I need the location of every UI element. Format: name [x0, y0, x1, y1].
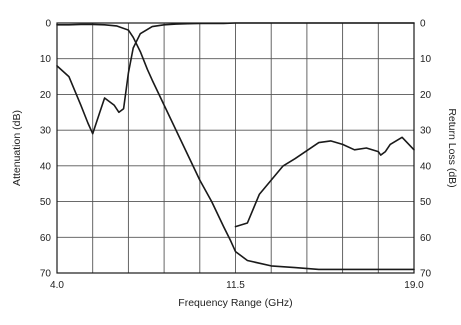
y-tick-label-left: 40	[40, 161, 52, 172]
y-tick-label-left: 20	[40, 90, 52, 101]
y-tick-label-right: 70	[420, 269, 432, 280]
x-tick-label: 19.0	[404, 280, 424, 291]
y-tick-label-right: 20	[420, 90, 432, 101]
y-axis-label-right: Return Loss (dB)	[446, 108, 458, 187]
series-line-3	[234, 136, 415, 228]
y-tick-label-left: 50	[40, 197, 52, 208]
y-tick-label-right: 10	[420, 54, 432, 65]
y-tick-label-left: 10	[40, 54, 52, 65]
y-tick-label-left: 30	[40, 126, 52, 137]
y-tick-label-left: 60	[40, 233, 52, 244]
x-tick-label: 11.5	[226, 280, 245, 291]
y-tick-label-right: 50	[420, 197, 432, 208]
y-tick-label-right: 60	[420, 233, 432, 244]
x-axis-label: Frequency Range (GHz)	[178, 297, 292, 309]
plot-frame	[56, 22, 415, 274]
grid	[57, 23, 414, 273]
y-tick-label-left: 70	[40, 269, 52, 280]
x-tick-label: 4.0	[50, 280, 64, 291]
series-line-1	[56, 23, 415, 271]
y-tick-label-right: 0	[420, 19, 426, 30]
y-tick-label-right: 30	[420, 126, 432, 137]
y-tick-label-right: 40	[420, 161, 432, 172]
y-axis-label-left: Attenuation (dB)	[11, 110, 23, 186]
y-tick-label-left: 0	[45, 19, 51, 30]
